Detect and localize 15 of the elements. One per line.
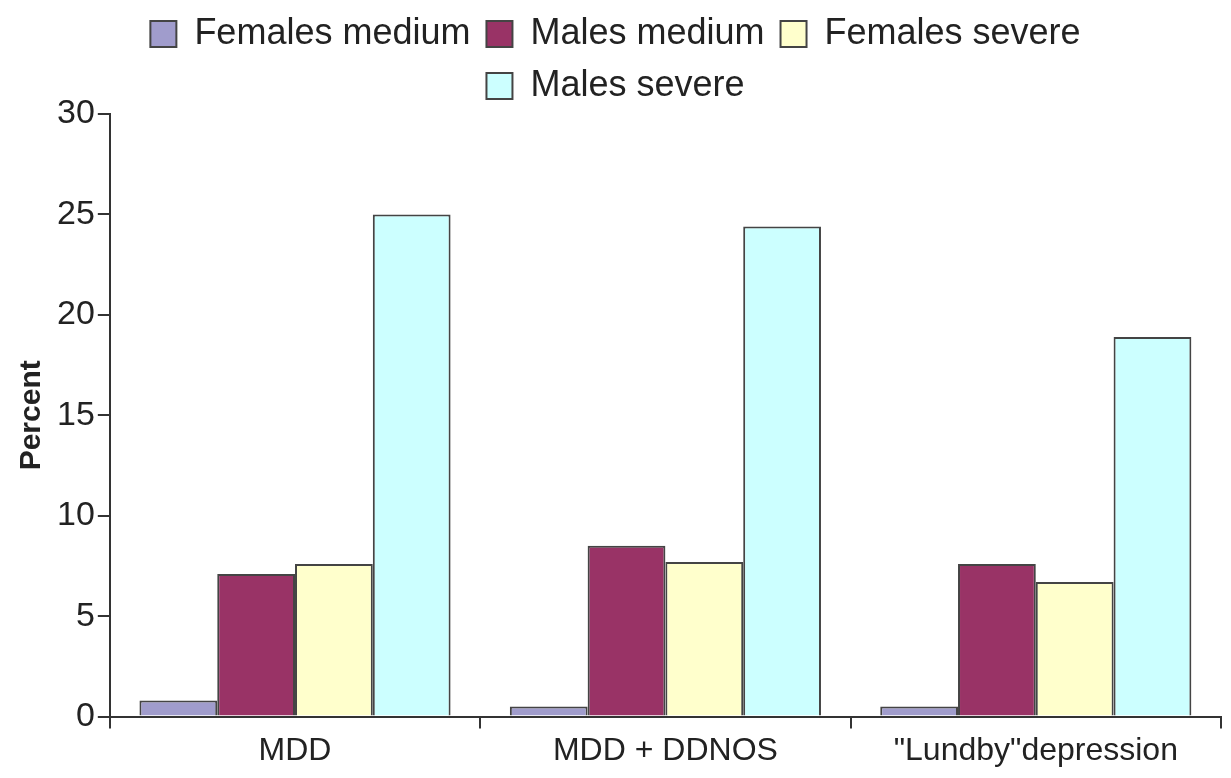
x-tick-label: MDD	[258, 730, 332, 767]
x-tick-label: "Lundby"depression	[893, 730, 1178, 767]
y-tick-label: 25	[56, 192, 95, 231]
y-tick-label: 15	[56, 393, 95, 432]
legend-label: Females severe	[824, 10, 1081, 52]
legend-label: Males severe	[530, 62, 745, 104]
x-tick-label: MDD + DDNOS	[552, 730, 778, 767]
y-axis-title: Percent	[13, 360, 47, 471]
y-tick-label: 0	[75, 694, 95, 733]
legend-label: Females medium	[194, 10, 471, 52]
y-tick-label: 5	[75, 594, 95, 633]
y-tick-label: 10	[56, 494, 95, 533]
y-tick-label: 20	[56, 293, 95, 332]
legend-label: Males medium	[530, 10, 765, 52]
y-tick-label: 30	[56, 92, 95, 131]
